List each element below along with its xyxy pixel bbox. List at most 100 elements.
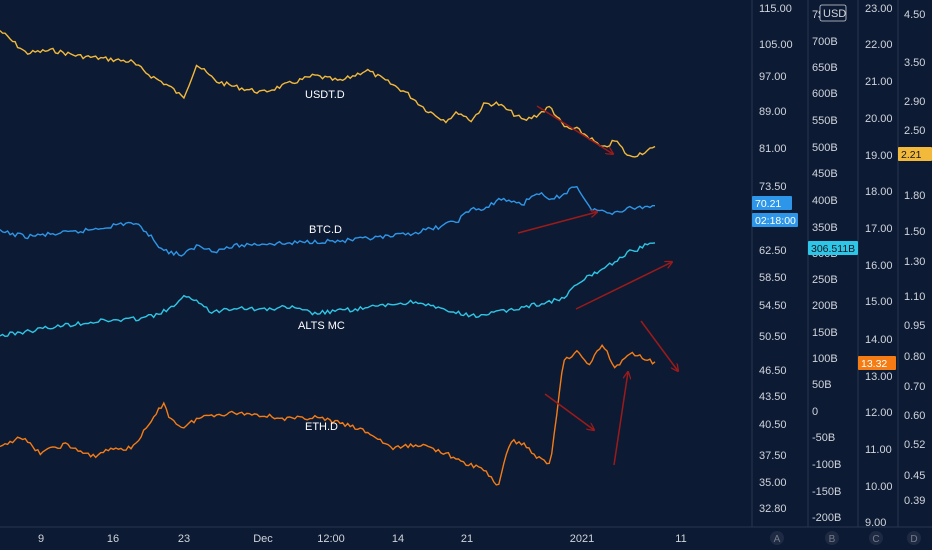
badge-usdt-d: 2.21 [898,147,932,161]
axis-c-tick: 21.00 [865,76,893,88]
axis-b-tick: 150B [812,327,838,339]
axis-b-tick: 650B [812,62,838,74]
axis-a-tick: 105.00 [759,39,793,51]
badge-eth-d: 13.32 [858,356,896,370]
axis-toggle-label: A [774,534,781,545]
annotation-arrow [544,393,594,430]
series-labels: USDT.D BTC.D ALTS MC ETH.D [298,89,345,433]
axis-c-tick: 17.00 [865,223,893,235]
axis-c-tick: 10.00 [865,481,893,493]
axis-d-tick: 1.30 [904,256,925,268]
axis-b-tick: -200B [812,512,841,524]
axis-c-tick: 16.00 [865,260,893,272]
axis-b-tick: 550B [812,115,838,127]
svg-text:306.511B: 306.511B [811,243,855,255]
series-line-eth-d[interactable] [0,344,656,486]
time-tick: 23 [178,533,190,545]
svg-text:2.21: 2.21 [901,149,922,161]
time-tick: 11 [675,533,686,545]
series-label: ETH.D [305,421,338,433]
axis-a-tick: 97.00 [759,71,787,83]
axis-d-tick: 1.80 [904,190,925,202]
series-label: ALTS MC [298,320,345,332]
price-axes[interactable]: 115.00 105.00 97.00 89.00 81.00 73.50 62.50 58.… [0,0,932,529]
axis-a-tick: 81.00 [759,143,787,155]
time-tick: Dec [253,533,273,545]
axis-c-tick: 15.00 [865,296,893,308]
axis-c-tick: 13.00 [865,371,893,383]
axis-toggle-a[interactable] [770,531,784,545]
axis-b-tick: -100B [812,459,841,471]
axis-b-tick: 250B [812,274,838,286]
axis-d-tick: 1.10 [904,291,925,303]
axis-d-tick: 0.60 [904,410,925,422]
axis-toggle-label: B [829,534,836,545]
axis-b-tick: -150B [812,486,841,498]
axis-c-tick: 9.00 [865,517,886,529]
annotation-arrow [640,320,678,371]
time-tick: 21 [461,533,473,545]
axis-d-tick: 0.39 [904,495,925,507]
value-badges: 2.21 70.21 02:18:00 306.511B 13.32 [752,147,932,370]
axis-d-tick: 3.50 [904,57,925,69]
annotation-arrows [517,105,678,466]
axis-c-tick: 23.00 [865,3,893,15]
svg-text:13.32: 13.32 [861,358,887,370]
axis-a-tick: 115.00 [759,3,792,15]
axis-d-tick: 0.95 [904,320,925,332]
axis-a-tick: 35.00 [759,477,787,489]
axis-d-tick: 0.70 [904,381,925,393]
time-tick: 16 [107,533,119,545]
series-line-btc-d[interactable] [0,185,655,257]
axis-c-tick: 20.00 [865,113,893,125]
axis-toggle-d[interactable] [907,531,921,545]
annotation-arrow [575,262,672,310]
axis-c-tick: 11.00 [865,444,892,456]
axis-toggle-b[interactable] [825,531,839,545]
axis-b-tick: 50B [812,379,832,391]
axis-a-tick: 58.50 [759,272,787,284]
series-line-usdt-d[interactable] [0,30,656,158]
axis-a-tick: 50.50 [759,331,787,343]
axis-b-tick: -50B [812,432,835,444]
axis-d-tick: 1.50 [904,226,925,238]
svg-text:02:18:00: 02:18:00 [755,215,796,227]
time-axis[interactable]: 9 16 23 Dec 12:00 14 21 2021 11 A B C D [38,531,921,545]
axis-a-tick: 54.50 [759,300,787,312]
currency-label: USD [823,8,846,20]
axis-c-tick: 19.00 [865,150,893,162]
axis-toggle-c[interactable] [869,531,883,545]
badge-btc-countdown: 02:18:00 [752,213,798,227]
axis-b-tick: 450B [812,168,838,180]
annotation-arrow [613,372,628,466]
axis-b-tick: 700B [812,36,838,48]
axis-d-tick: 2.50 [904,125,925,137]
currency-button[interactable]: USD [819,4,847,22]
annotation-arrow [517,212,597,234]
axis-c-tick: 18.00 [865,186,893,198]
axis-d-tick: 0.80 [904,351,925,363]
axis-b-tick: 100B [812,353,838,365]
axis-d-tick: 0.45 [904,470,925,482]
series-label: BTC.D [309,224,342,236]
badge-alts-mc: 306.511B [808,241,858,255]
axis-c-tick: 14.00 [865,334,893,346]
axis-b-tick: 200B [812,300,838,312]
annotation-arrow [536,105,613,154]
time-tick: 9 [38,533,44,545]
axis-c-tick: 22.00 [865,39,893,51]
series-line-alts-mc[interactable] [0,242,656,338]
axis-toggle-label: D [910,534,917,545]
time-tick: 2021 [570,533,594,545]
axis-d-tick: 0.52 [904,439,925,451]
time-tick: 14 [392,533,404,545]
axis-c-tick: 12.00 [865,407,893,419]
axis-a-tick: 32.80 [759,503,787,515]
plot-area [0,30,656,486]
axis-toggle-label: C [872,534,879,545]
time-tick: 12:00 [317,533,345,545]
axis-b-tick: 600B [812,88,838,100]
axis-a-tick: 89.00 [759,106,787,118]
axis-d-tick: 4.50 [904,9,925,21]
